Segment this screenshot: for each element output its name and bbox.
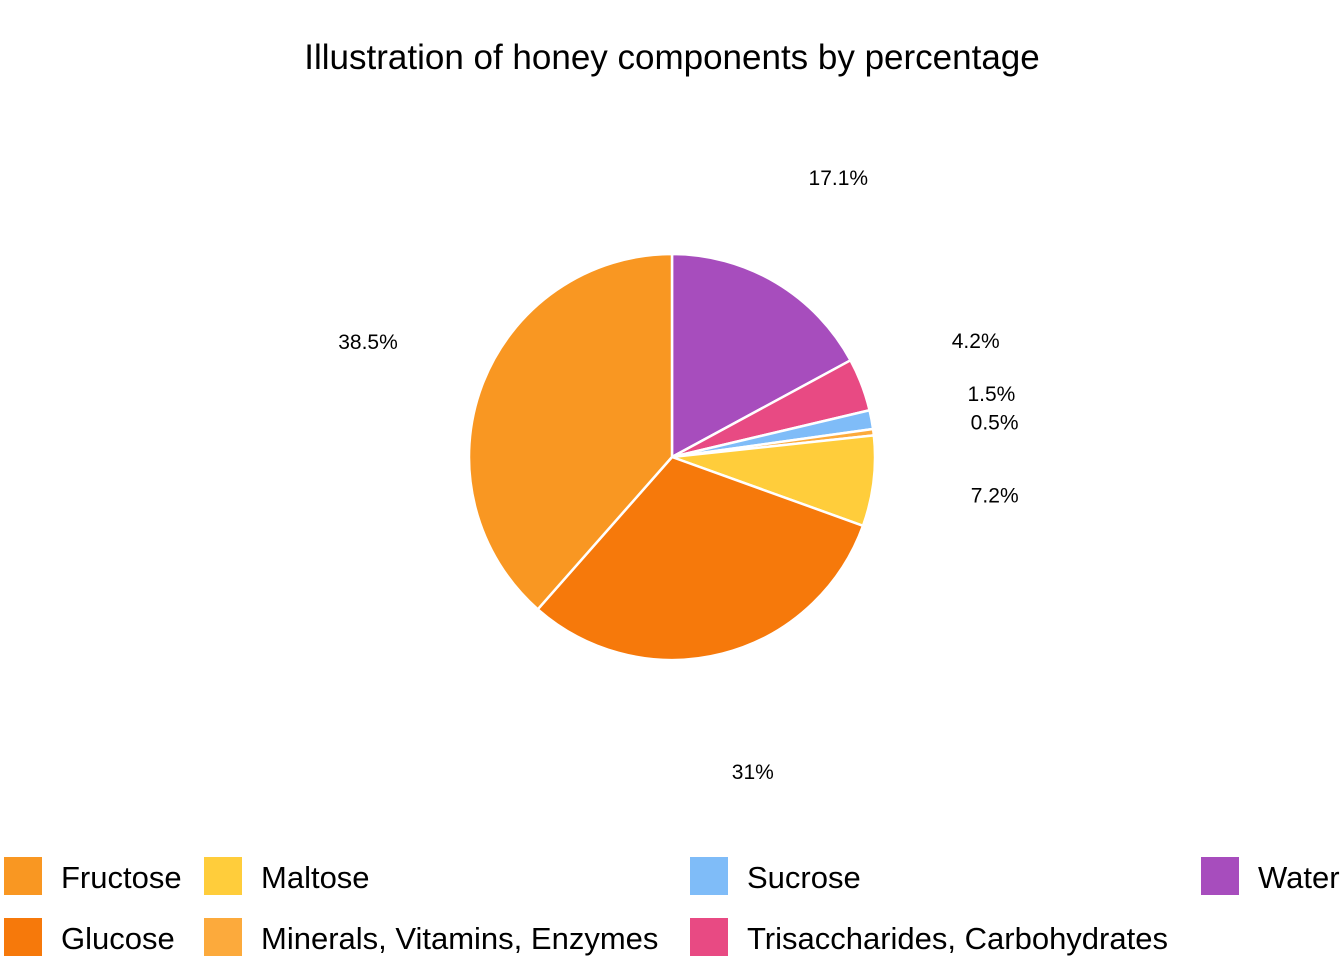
legend-swatch bbox=[204, 918, 242, 956]
legend-swatch bbox=[690, 857, 728, 895]
legend-item-minerals-vitamins-enzymes: Minerals, Vitamins, Enzymes bbox=[204, 918, 658, 956]
pie-data-labels: 17.1% 4.2% 1.5% 0.5% 7.2% 31% 38.5% bbox=[338, 167, 1018, 784]
legend-item-fructose: Fructose bbox=[4, 857, 182, 895]
legend-label: Fructose bbox=[61, 860, 182, 895]
legend-item-maltose: Maltose bbox=[204, 857, 370, 895]
legend-label: Water bbox=[1258, 860, 1340, 895]
data-label-minerals-vitamins-enzymes: 0.5% bbox=[971, 411, 1019, 434]
legend: Fructose Glucose Maltose Minerals, Vitamins… bbox=[4, 857, 1340, 956]
pie-slice-fructose bbox=[467, 252, 674, 611]
legend-swatch bbox=[690, 918, 728, 956]
data-label-fructose: 38.5% bbox=[338, 331, 398, 354]
pie-slice-water bbox=[670, 252, 852, 459]
legend-swatch bbox=[204, 857, 242, 895]
legend-item-sucrose: Sucrose bbox=[690, 857, 861, 895]
legend-label: Maltose bbox=[261, 860, 370, 895]
chart-title: Illustration of honey components by perc… bbox=[304, 38, 1039, 77]
data-label-sucrose: 1.5% bbox=[967, 383, 1015, 406]
legend-swatch bbox=[4, 918, 42, 956]
data-label-water: 17.1% bbox=[809, 167, 869, 190]
legend-label: Glucose bbox=[61, 921, 175, 956]
data-label-trisaccharides-carbohydrates: 4.2% bbox=[952, 330, 1000, 353]
legend-label: Trisaccharides, Carbohydrates bbox=[747, 921, 1168, 956]
legend-item-glucose: Glucose bbox=[4, 918, 175, 956]
data-label-maltose: 7.2% bbox=[971, 485, 1019, 508]
legend-label: Sucrose bbox=[747, 860, 861, 895]
pie-slices bbox=[467, 252, 877, 662]
legend-item-water: Water bbox=[1201, 857, 1340, 895]
legend-swatch bbox=[4, 857, 42, 895]
data-label-glucose: 31% bbox=[732, 761, 774, 784]
legend-label: Minerals, Vitamins, Enzymes bbox=[261, 921, 658, 956]
legend-swatch bbox=[1201, 857, 1239, 895]
pie-slice-glucose bbox=[536, 455, 865, 662]
legend-item-trisaccharides-carbohydrates: Trisaccharides, Carbohydrates bbox=[690, 918, 1168, 956]
